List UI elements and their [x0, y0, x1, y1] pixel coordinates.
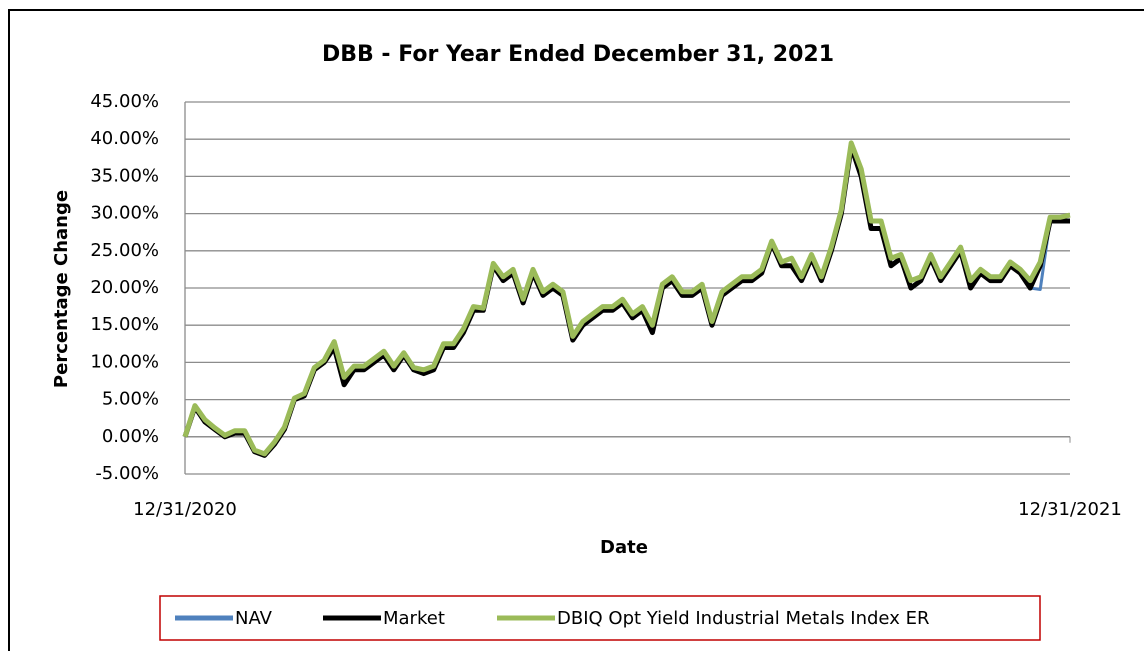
y-axis-label: Percentage Change: [51, 190, 72, 388]
legend-label: NAV: [235, 608, 273, 629]
y-tick-label: 10.00%: [90, 351, 159, 372]
y-tick-label: -5.00%: [95, 463, 159, 484]
y-tick-label: 25.00%: [90, 240, 159, 261]
x-tick-label: 12/31/2021: [1018, 499, 1122, 520]
y-tick-label: 30.00%: [90, 203, 159, 224]
y-tick-label: 20.00%: [90, 277, 159, 298]
y-tick-label: 15.00%: [90, 314, 159, 335]
y-tick-label: 40.00%: [90, 128, 159, 149]
legend-box: [159, 595, 1041, 641]
legend-label: Market: [383, 608, 445, 629]
y-tick-label: 35.00%: [90, 165, 159, 186]
x-axis-label: Date: [600, 537, 648, 558]
y-tick-label: 5.00%: [102, 389, 159, 410]
chart-title: DBB - For Year Ended December 31, 2021: [322, 42, 834, 67]
legend-label: DBIQ Opt Yield Industrial Metals Index E…: [557, 608, 929, 629]
x-tick-label: 12/31/2020: [133, 499, 237, 520]
y-tick-label: 0.00%: [102, 426, 159, 447]
series-line: [182, 140, 1071, 457]
y-tick-label: 45.00%: [90, 91, 159, 112]
